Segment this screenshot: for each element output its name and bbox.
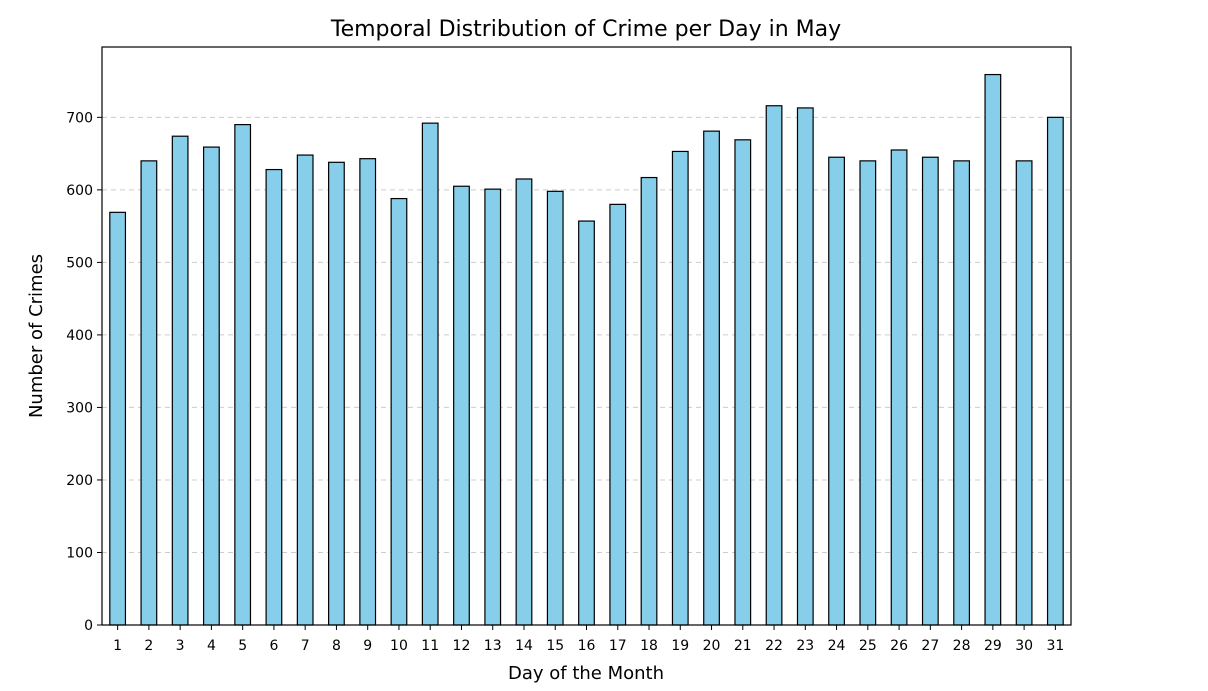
x-tick-label: 14 <box>515 638 533 654</box>
y-axis-ticks: 0 100 200 300 400 500 600 700 <box>66 110 102 634</box>
bar-day-24 <box>828 156 845 626</box>
x-tick-label: 3 <box>176 638 185 654</box>
y-axis-label: Number of Crimes <box>26 254 47 418</box>
bar-day-15 <box>546 190 564 626</box>
y-tick-label: 600 <box>66 183 93 199</box>
x-tick-label: 8 <box>332 638 341 654</box>
bar-day-6 <box>265 168 283 626</box>
bar-day-31 <box>1046 116 1064 626</box>
x-tick-label: 31 <box>1046 638 1064 654</box>
x-tick-label: 23 <box>796 638 814 654</box>
x-tick-label: 30 <box>1015 638 1033 654</box>
x-tick-label: 18 <box>640 638 658 654</box>
y-tick-label: 500 <box>66 255 93 271</box>
bar-day-16 <box>578 220 595 626</box>
chart-title: Temporal Distribution of Crime per Day i… <box>330 17 841 42</box>
bar-day-7 <box>296 154 314 626</box>
y-tick-label: 700 <box>66 110 93 126</box>
x-tick-label: 20 <box>703 638 721 654</box>
y-tick-label: 0 <box>84 618 93 634</box>
x-tick-label: 21 <box>734 638 752 654</box>
x-tick-label: 22 <box>765 638 783 654</box>
x-tick-label: 25 <box>859 638 877 654</box>
x-tick-label: 1 <box>113 638 122 654</box>
x-tick-label: 29 <box>984 638 1002 654</box>
bar-day-18 <box>640 176 658 626</box>
bar-day-14 <box>515 178 533 626</box>
bar-day-13 <box>484 188 502 626</box>
bar-day-2 <box>140 160 158 626</box>
bar-day-28 <box>953 160 971 626</box>
bar-day-21 <box>734 139 752 626</box>
bar-day-5 <box>234 123 252 626</box>
bars <box>109 73 1064 626</box>
y-tick-label: 100 <box>66 545 93 561</box>
x-tick-label: 9 <box>363 638 372 654</box>
bar-day-19 <box>671 150 689 626</box>
bar-day-20 <box>703 130 720 626</box>
x-axis-label: Day of the Month <box>508 663 664 684</box>
x-tick-label: 2 <box>144 638 153 654</box>
bar-day-3 <box>171 135 189 626</box>
bar-day-1 <box>109 211 127 626</box>
bar-day-23 <box>796 107 814 626</box>
y-tick-label: 400 <box>66 328 93 344</box>
bar-day-11 <box>421 122 439 626</box>
bar-day-27 <box>921 156 939 626</box>
x-tick-label: 6 <box>269 638 278 654</box>
bar-day-17 <box>609 203 627 626</box>
y-tick-label: 300 <box>66 400 93 416</box>
x-tick-label: 4 <box>207 638 216 654</box>
x-tick-label: 16 <box>578 638 596 654</box>
bar-day-25 <box>859 160 877 626</box>
bar-day-26 <box>890 149 908 626</box>
x-tick-label: 17 <box>609 638 627 654</box>
x-tick-label: 24 <box>828 638 846 654</box>
x-tick-label: 15 <box>546 638 564 654</box>
bar-day-8 <box>328 161 345 626</box>
bar-day-10 <box>390 197 408 626</box>
x-axis-ticks: 1 2 3 4 5 6 7 8 9 10 11 12 13 14 15 16 17 18 19 20 21 22 23 24 2… <box>113 625 1064 654</box>
x-tick-label: 26 <box>890 638 908 654</box>
x-tick-label: 5 <box>238 638 247 654</box>
bar-day-12 <box>453 185 470 626</box>
x-tick-label: 7 <box>301 638 310 654</box>
x-tick-label: 27 <box>921 638 939 654</box>
bar-day-30 <box>1015 160 1033 626</box>
x-tick-label: 19 <box>671 638 689 654</box>
x-tick-label: 12 <box>453 638 471 654</box>
x-tick-label: 10 <box>390 638 408 654</box>
x-tick-label: 13 <box>484 638 502 654</box>
x-tick-label: 11 <box>421 638 439 654</box>
bar-day-22 <box>765 105 783 626</box>
y-tick-label: 200 <box>66 473 93 489</box>
bar-day-4 <box>202 146 220 626</box>
bar-day-29 <box>984 73 1002 626</box>
x-tick-label: 28 <box>953 638 971 654</box>
bar-day-9 <box>359 158 377 626</box>
